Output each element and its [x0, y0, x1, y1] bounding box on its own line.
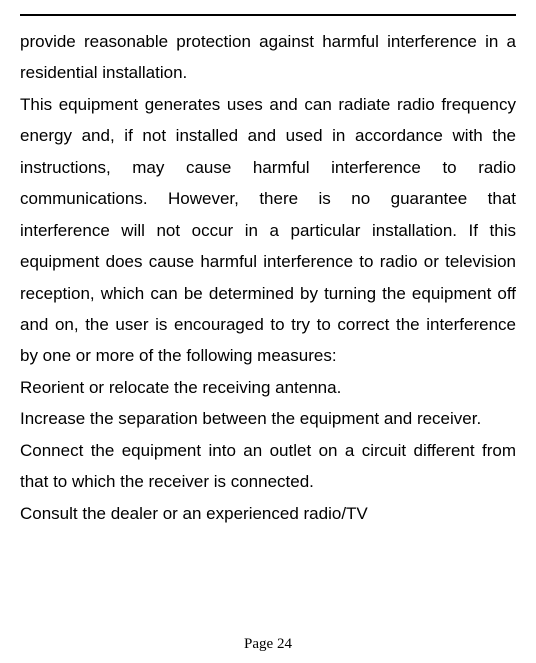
page-number: Page 24: [0, 636, 536, 653]
paragraph-4: Increase the separation between the equi…: [20, 403, 516, 434]
paragraph-1: provide reasonable protection against ha…: [20, 26, 516, 89]
top-horizontal-rule: [20, 14, 516, 16]
paragraph-5: Connect the equipment into an outlet on …: [20, 435, 516, 498]
document-body: provide reasonable protection against ha…: [20, 26, 516, 529]
paragraph-3: Reorient or relocate the receiving anten…: [20, 372, 516, 403]
paragraph-2: This equipment generates uses and can ra…: [20, 89, 516, 372]
paragraph-6: Consult the dealer or an experienced rad…: [20, 498, 516, 529]
